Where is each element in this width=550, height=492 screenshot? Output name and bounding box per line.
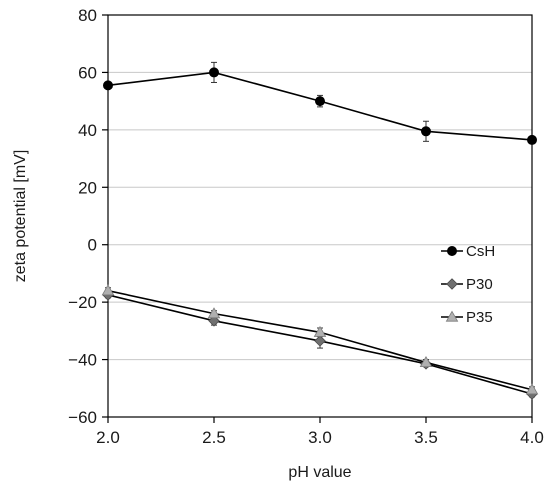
data-point <box>101 284 115 296</box>
legend-item-csh: CsH <box>441 243 495 260</box>
legend-label: CsH <box>466 243 495 260</box>
x-tick-label: 2.5 <box>202 428 226 447</box>
data-point <box>313 325 327 337</box>
data-point <box>208 67 219 78</box>
data-point <box>525 383 539 395</box>
y-axis-ticks: −60 −40 −20 0 20 40 60 80 <box>68 6 108 427</box>
y-tick-label: 20 <box>78 178 97 197</box>
data-point <box>103 80 114 91</box>
y-tick-label: −20 <box>68 293 97 312</box>
x-tick-label: 3.5 <box>414 428 438 447</box>
series-p35 <box>101 284 539 395</box>
data-point <box>527 134 538 145</box>
x-axis-title: pH value <box>288 464 351 481</box>
series-csh <box>103 61 538 145</box>
y-tick-label: 0 <box>88 236 97 255</box>
y-tick-label: 60 <box>78 63 97 82</box>
data-point <box>314 335 326 347</box>
x-tick-label: 3.0 <box>308 428 332 447</box>
plot-area-frame <box>107 14 533 418</box>
legend-marker <box>446 245 457 256</box>
legend-item-p30: P30 <box>441 276 493 293</box>
legend-item-p35: P35 <box>441 309 493 326</box>
legend-label: P35 <box>466 309 493 326</box>
x-tick-label: 2.0 <box>96 428 120 447</box>
legend-label: P30 <box>466 276 493 293</box>
data-point <box>420 126 431 137</box>
y-tick-label: 40 <box>78 121 97 140</box>
series-p30 <box>102 289 538 400</box>
y-tick-label: 80 <box>78 6 97 25</box>
gridlines <box>108 71 532 361</box>
data-point <box>419 356 433 368</box>
y-tick-label: −60 <box>68 408 97 427</box>
y-axis-title: zeta potential [mV] <box>12 150 29 283</box>
y-tick-label: −40 <box>68 351 97 370</box>
data-point <box>207 307 221 319</box>
x-tick-label: 4.0 <box>520 428 544 447</box>
legend-marker <box>446 278 458 290</box>
series-layer <box>101 61 539 400</box>
data-point <box>314 96 325 107</box>
legend-marker <box>445 310 459 322</box>
x-axis-ticks: 2.0 2.5 3.0 3.5 4.0 <box>96 417 544 447</box>
legend: CsH P30 P35 <box>441 243 495 326</box>
